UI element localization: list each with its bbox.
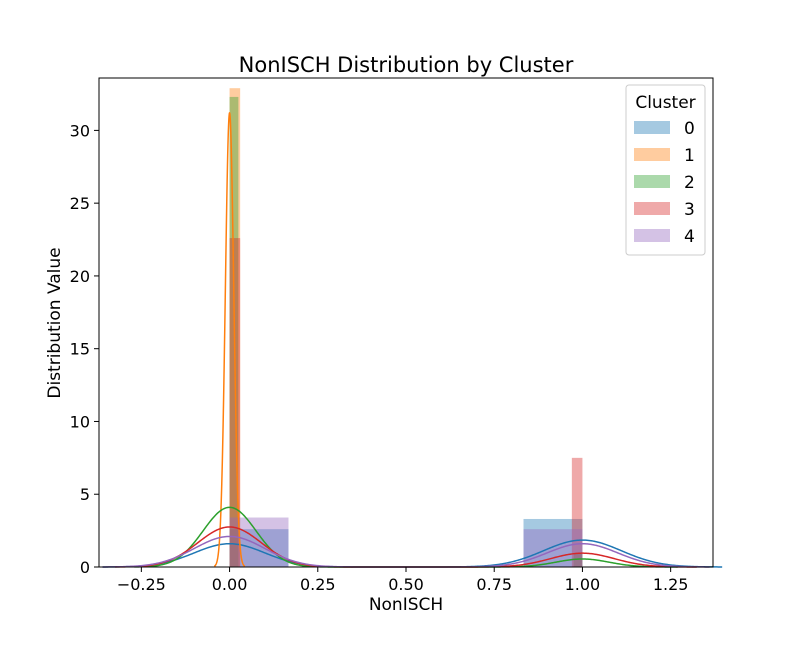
- plot-area: [102, 88, 723, 568]
- y-tick-label: 15: [70, 340, 90, 359]
- y-tick-label: 5: [80, 485, 90, 504]
- legend-swatch-1: [634, 148, 670, 161]
- kde-line-cluster-1: [213, 112, 246, 567]
- legend: Cluster 0 1 2 3 4: [625, 84, 706, 256]
- y-tick-label: 20: [70, 267, 90, 286]
- x-tick-label: 0.00: [212, 575, 248, 594]
- legend-swatch-3: [634, 202, 670, 215]
- x-axis-label: NonISCH: [369, 595, 443, 615]
- y-tick-label: 25: [70, 194, 90, 213]
- legend-title: Cluster: [635, 93, 695, 113]
- y-axis-ticks: 0 5 10 15 20 25 30: [70, 121, 99, 577]
- chart-title: NonISCH Distribution by Cluster: [239, 53, 574, 77]
- x-tick-label: 1.00: [565, 575, 601, 594]
- x-axis-ticks: −0.25 0.00 0.25 0.50 0.75 1.00 1.25: [117, 567, 689, 594]
- legend-label-3: 3: [684, 200, 695, 220]
- y-tick-label: 0: [80, 558, 90, 577]
- y-axis-label: Distribution Value: [45, 247, 65, 398]
- x-tick-label: −0.25: [117, 575, 166, 594]
- x-tick-label: 0.25: [300, 575, 336, 594]
- legend-swatch-4: [634, 229, 670, 242]
- legend-label-4: 4: [684, 227, 695, 247]
- bar-cluster-2-1: [573, 553, 583, 567]
- y-tick-label: 10: [70, 412, 90, 431]
- legend-swatch-2: [634, 175, 670, 188]
- x-tick-label: 0.50: [388, 575, 424, 594]
- bar-cluster-4-1: [523, 529, 583, 567]
- bar-cluster-3-1: [571, 457, 583, 567]
- legend-swatch-0: [634, 121, 670, 134]
- legend-label-1: 1: [684, 146, 695, 166]
- x-tick-label: 0.75: [476, 575, 512, 594]
- legend-label-0: 0: [684, 119, 695, 139]
- y-tick-label: 30: [70, 121, 90, 140]
- legend-label-2: 2: [684, 173, 695, 193]
- x-tick-label: 1.25: [653, 575, 689, 594]
- legend-box: [625, 84, 706, 256]
